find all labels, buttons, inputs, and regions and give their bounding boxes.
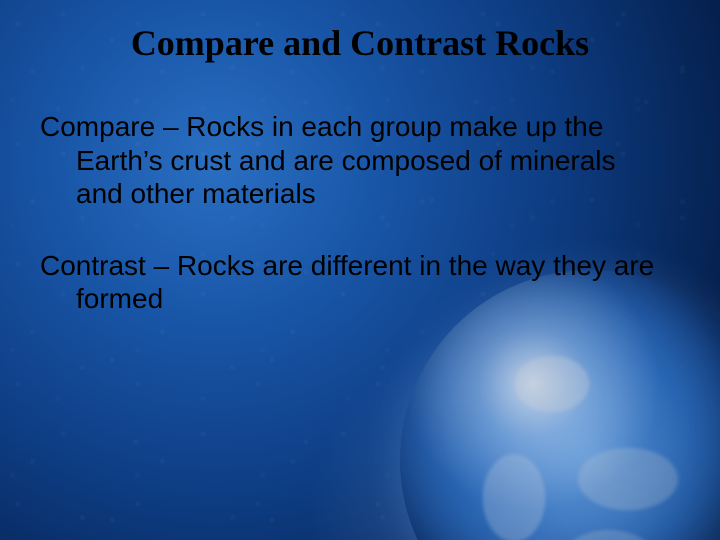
slide: Compare and Contrast Rocks Compare – Roc… <box>0 0 720 540</box>
paragraph-compare: Compare – Rocks in each group make up th… <box>40 110 660 211</box>
paragraph-contrast: Contrast – Rocks are different in the wa… <box>40 249 660 316</box>
slide-body: Compare – Rocks in each group make up th… <box>40 110 660 354</box>
slide-title: Compare and Contrast Rocks <box>0 22 720 64</box>
